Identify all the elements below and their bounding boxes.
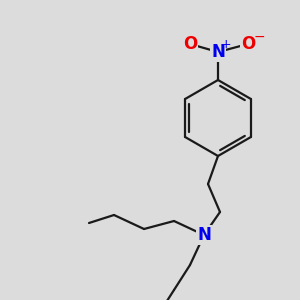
- Text: O: O: [183, 35, 197, 53]
- Text: O: O: [241, 35, 255, 53]
- Text: N: N: [197, 226, 211, 244]
- Text: −: −: [253, 30, 265, 44]
- Text: +: +: [221, 38, 231, 50]
- Text: N: N: [211, 43, 225, 61]
